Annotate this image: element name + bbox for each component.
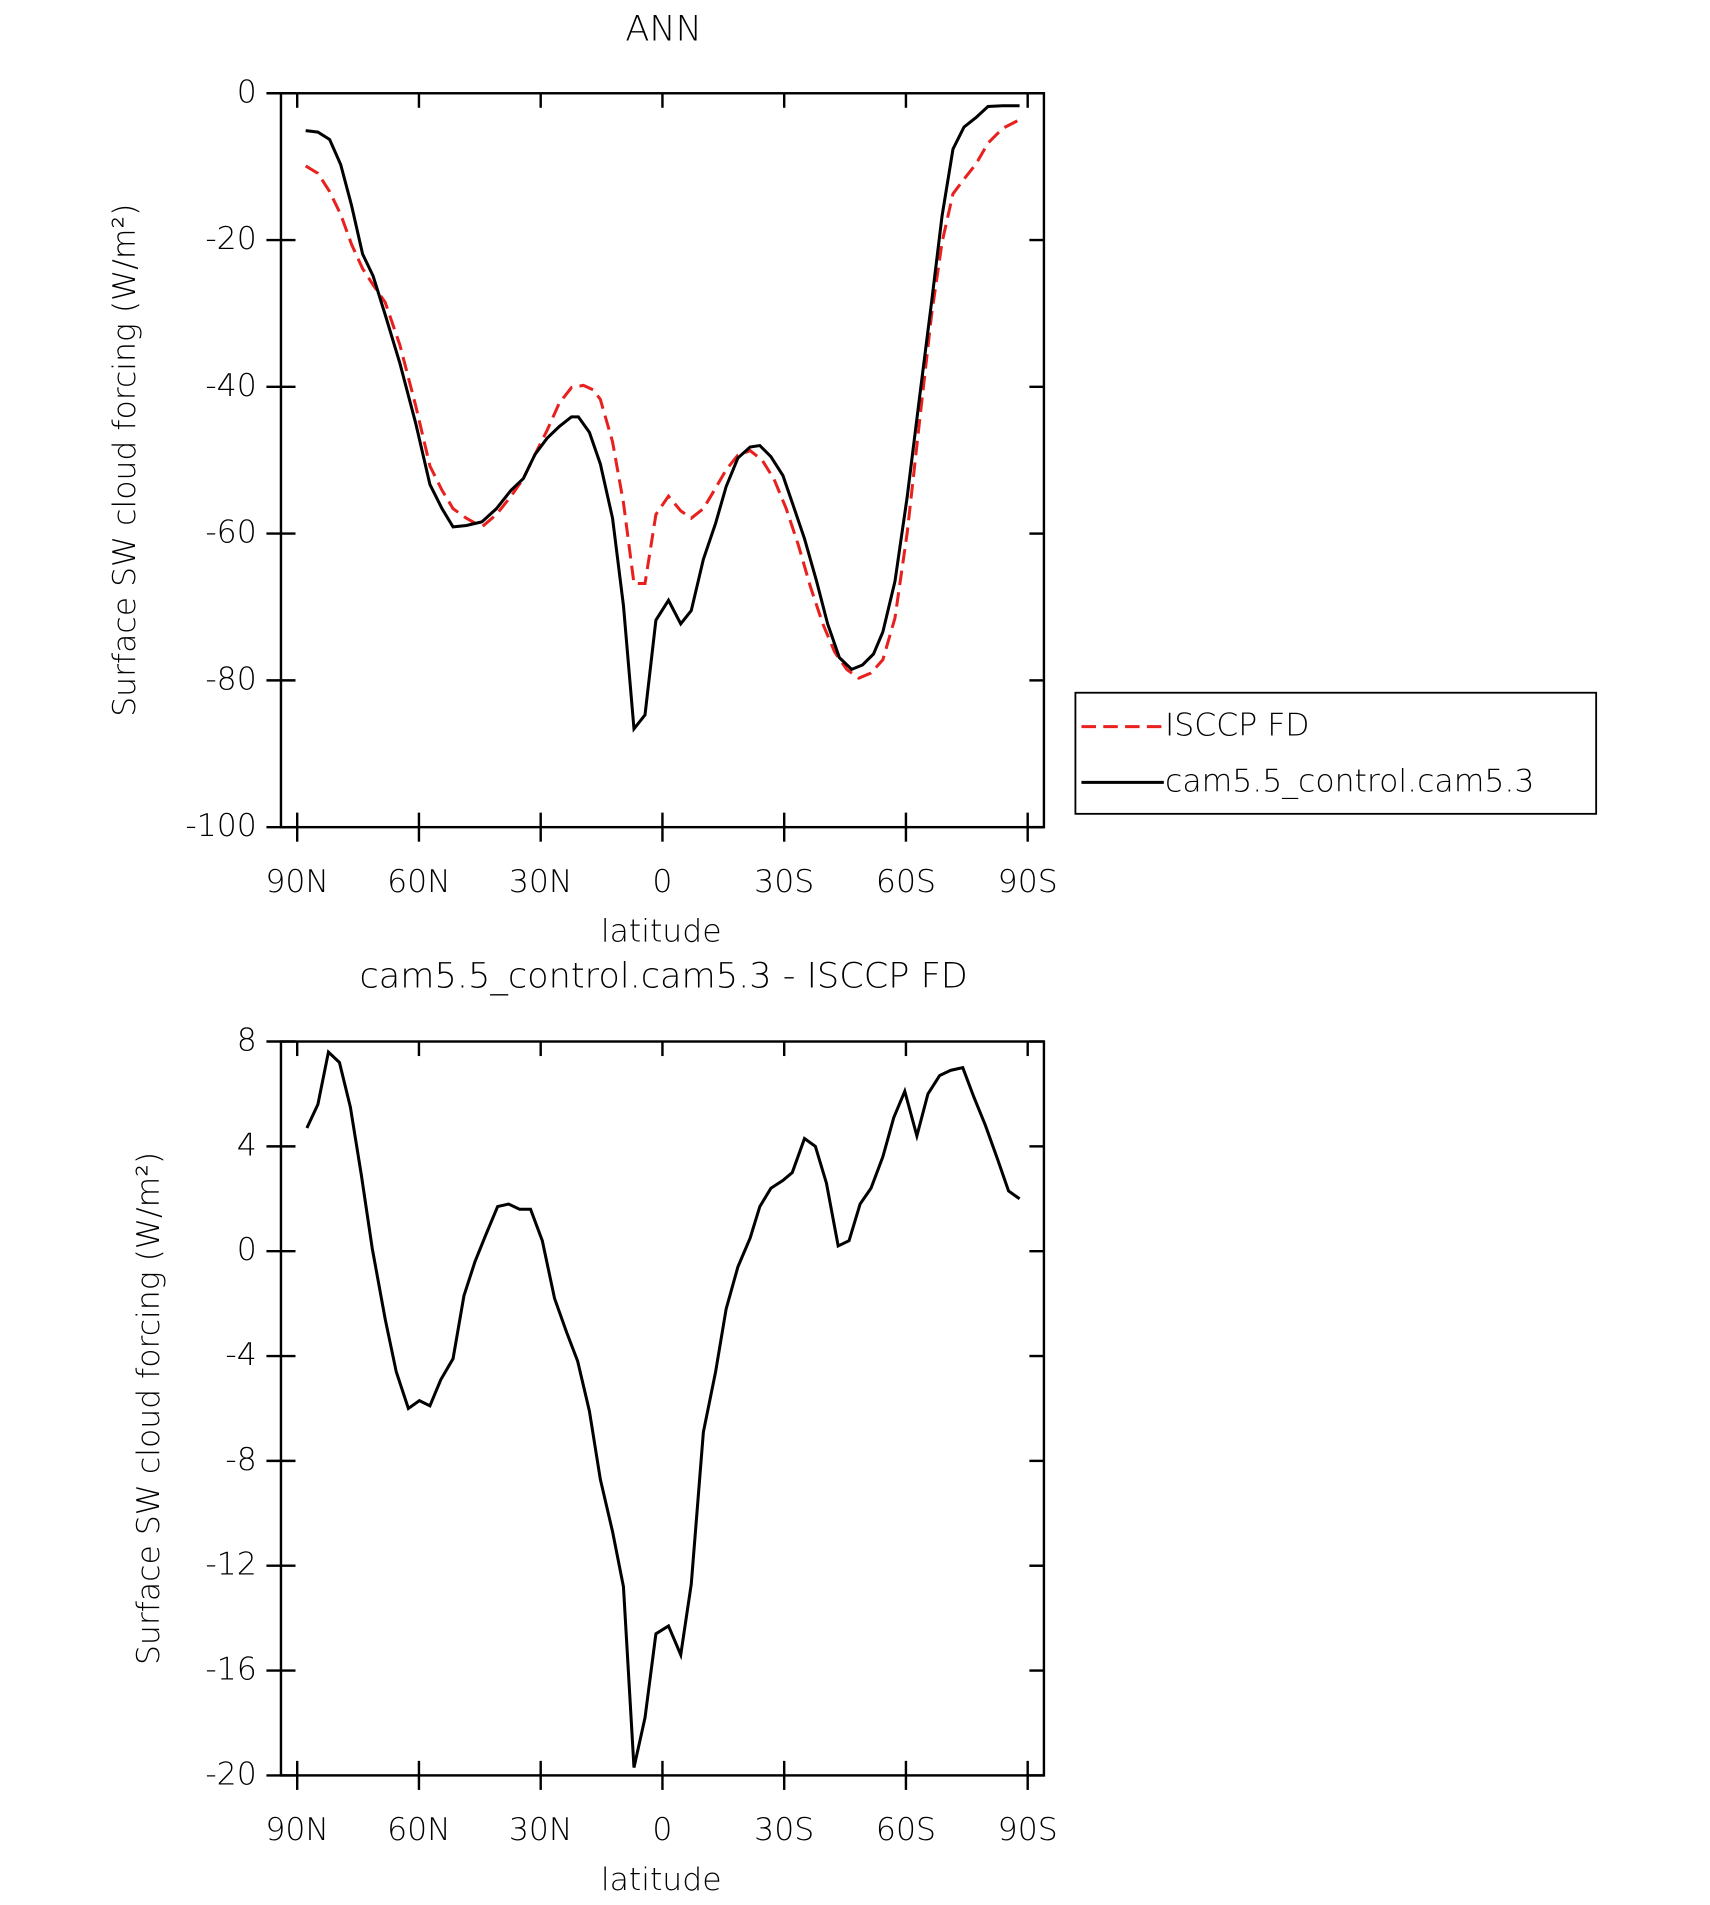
y-tick-label: -12 bbox=[205, 1547, 256, 1583]
x-tick-label: 0 bbox=[652, 864, 672, 900]
x-tick-label: 90N bbox=[265, 864, 329, 900]
y-tick-label: -20 bbox=[205, 221, 256, 257]
x-tick-label: 60N bbox=[387, 864, 451, 900]
legend-label: ISCCP FD bbox=[1165, 708, 1310, 744]
y-tick-label: -80 bbox=[205, 661, 256, 697]
x-tick-label: 60S bbox=[876, 1812, 936, 1848]
data-line bbox=[305, 104, 1020, 733]
y-axis-label: Surface SW cloud forcing (W/m²) bbox=[107, 204, 143, 717]
data-line bbox=[304, 118, 1021, 680]
x-tick-label: 90S bbox=[998, 864, 1058, 900]
y-axis-label: Surface SW cloud forcing (W/m²) bbox=[131, 1152, 167, 1665]
x-tick-label: 30S bbox=[754, 1812, 814, 1848]
y-tick-label: 0 bbox=[237, 1232, 257, 1268]
x-tick-label: 90S bbox=[998, 1812, 1058, 1848]
x-tick-label: 90N bbox=[265, 1812, 329, 1848]
x-tick-label: 30S bbox=[754, 864, 814, 900]
y-tick-label: -16 bbox=[205, 1652, 256, 1688]
y-tick-label: 0 bbox=[237, 74, 257, 110]
x-tick-label: 60S bbox=[876, 864, 936, 900]
y-tick-label: 4 bbox=[237, 1127, 257, 1163]
x-axis-label: latitude bbox=[601, 1862, 722, 1898]
x-tick-label: 60N bbox=[387, 1812, 451, 1848]
y-tick-label: 8 bbox=[237, 1023, 257, 1059]
x-axis-label: latitude bbox=[601, 914, 722, 950]
chart-title: cam5.5_control.cam5.3 - ISCCP FD bbox=[359, 955, 967, 996]
y-tick-label: -20 bbox=[205, 1756, 256, 1792]
legend-box bbox=[1074, 691, 1598, 815]
y-tick-label: -60 bbox=[205, 515, 256, 551]
data-line bbox=[305, 1049, 1021, 1768]
x-tick-label: 30N bbox=[509, 864, 573, 900]
y-tick-label: -100 bbox=[185, 808, 256, 844]
y-tick-label: -4 bbox=[225, 1337, 256, 1373]
y-tick-label: -40 bbox=[205, 368, 256, 404]
plot-frame bbox=[279, 92, 1046, 829]
x-tick-label: 30N bbox=[509, 1812, 573, 1848]
x-tick-label: 0 bbox=[652, 1812, 672, 1848]
legend-label: cam5.5_control.cam5.3 bbox=[1165, 763, 1534, 799]
chart-title: ANN bbox=[625, 8, 702, 49]
y-tick-label: -8 bbox=[225, 1442, 256, 1478]
plot-frame bbox=[279, 1040, 1046, 1777]
